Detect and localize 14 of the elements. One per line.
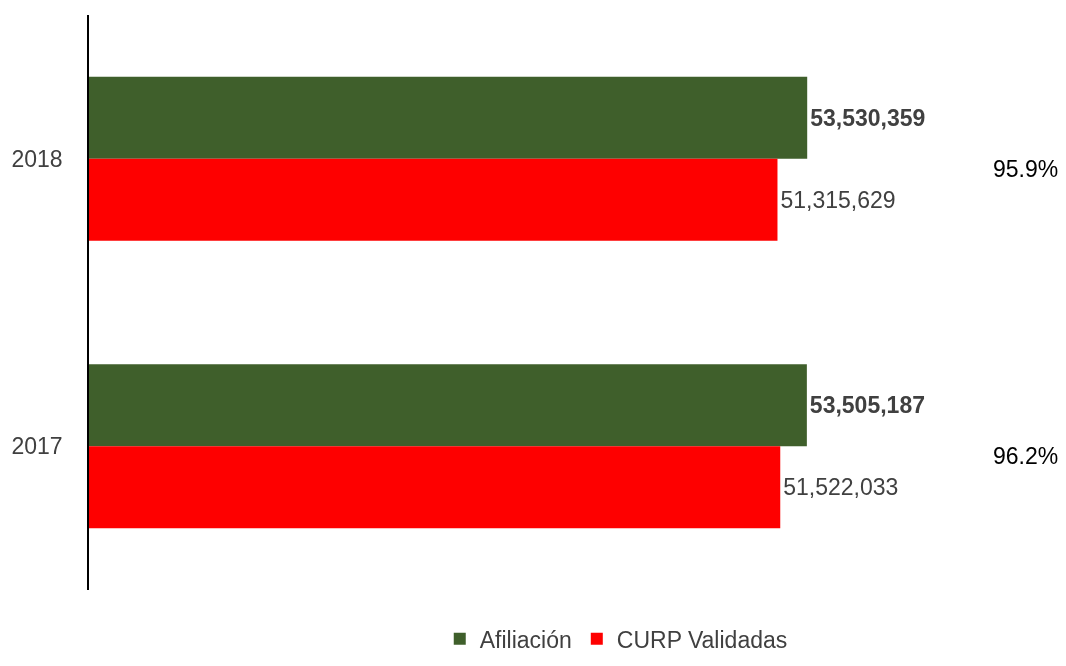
text: 96.2% — [993, 443, 1059, 469]
bar — [89, 364, 807, 447]
legend-label: Afiliación — [479, 626, 572, 653]
bar — [89, 76, 808, 159]
data-label: 51,315,629 — [780, 186, 896, 213]
data-label: 51,522,033 — [783, 474, 899, 501]
y-tick-label: 2017 — [11, 433, 63, 460]
legend-label: CURP Validadas — [616, 626, 788, 653]
text: 95.9% — [993, 156, 1059, 182]
bar — [89, 158, 778, 241]
y-tick-label: 2018 — [11, 145, 63, 172]
data-label: 53,505,187 — [809, 392, 925, 419]
data-label: 53,530,359 — [810, 104, 926, 131]
bar — [89, 446, 781, 529]
